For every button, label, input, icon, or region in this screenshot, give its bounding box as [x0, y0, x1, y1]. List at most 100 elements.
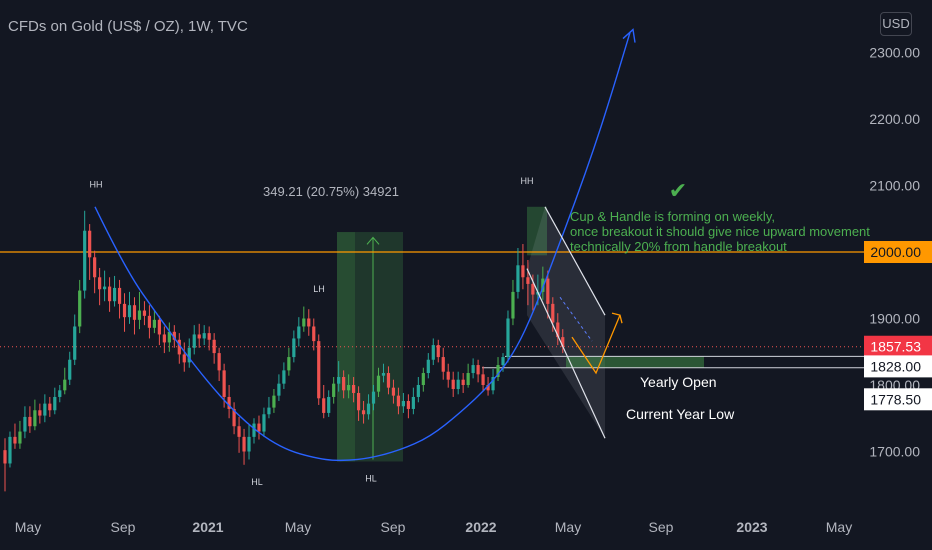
candle — [332, 377, 336, 404]
candle — [13, 423, 17, 449]
candle — [23, 406, 27, 439]
candle — [436, 339, 440, 363]
candle — [58, 385, 62, 403]
x-tick-label: Sep — [381, 519, 406, 535]
candle — [122, 293, 127, 332]
label-yearly-open: Yearly Open — [640, 374, 717, 390]
candle — [546, 270, 550, 319]
candle — [342, 370, 346, 399]
label-hl-right: HL — [365, 473, 377, 483]
candle — [282, 362, 286, 389]
candle — [78, 279, 82, 334]
candle — [506, 310, 510, 363]
candle — [516, 248, 520, 299]
candle — [237, 416, 241, 453]
candle — [456, 371, 460, 395]
candle — [327, 390, 331, 417]
y-tick-label: 1700.00 — [869, 444, 920, 460]
y-tick-label: 2300.00 — [869, 45, 920, 61]
candle — [142, 301, 147, 326]
candle — [192, 325, 196, 355]
candle — [3, 438, 7, 492]
x-tick-label: May — [285, 519, 311, 535]
x-tick-label: May — [555, 519, 581, 535]
candle — [366, 394, 371, 420]
candle — [202, 325, 206, 346]
projected-path — [571, 314, 621, 375]
measure-label: 349.21 (20.75%) 34921 — [263, 184, 399, 199]
y-tick-label: 1900.00 — [869, 311, 920, 327]
candle — [197, 323, 201, 348]
candle — [33, 399, 37, 431]
candle — [73, 314, 77, 366]
label-lh: LH — [313, 284, 325, 294]
candle — [28, 406, 32, 433]
candle — [152, 310, 156, 334]
y-tick-label: 2100.00 — [869, 178, 920, 194]
candle — [376, 367, 381, 397]
candle — [43, 394, 47, 423]
candle — [187, 338, 191, 368]
candle — [157, 315, 161, 346]
currency-badge[interactable]: USD — [880, 12, 912, 36]
candle — [137, 291, 142, 330]
price-label[interactable]: 1778.50 — [864, 388, 932, 411]
candle — [446, 363, 450, 388]
candle — [117, 279, 122, 319]
candle — [83, 210, 87, 299]
price-label[interactable]: 1828.00 — [864, 355, 932, 378]
candle — [466, 363, 470, 388]
candle — [511, 279, 515, 326]
candle — [297, 317, 301, 347]
candle — [411, 387, 415, 415]
candle — [401, 392, 405, 413]
candle — [302, 306, 306, 332]
price-label-value: 1828.00 — [870, 358, 921, 374]
measure-arrowhead — [366, 236, 380, 245]
candle — [471, 358, 475, 379]
candle — [127, 291, 132, 324]
candle — [107, 277, 112, 312]
projected-arrowhead — [611, 312, 623, 324]
candle — [396, 387, 401, 415]
candle — [88, 224, 92, 280]
candle — [18, 420, 22, 449]
yearly-open-zone — [566, 356, 704, 368]
candle — [132, 297, 137, 335]
candle — [207, 326, 211, 351]
annotation-line: technically 20% from handle breakout — [570, 239, 787, 254]
x-tick-label: Sep — [649, 519, 674, 535]
x-tick-label: 2022 — [465, 519, 496, 535]
annotation-line: once breakout it should give nice upward… — [570, 224, 870, 239]
candle — [182, 342, 186, 372]
candle — [147, 305, 152, 339]
candle — [356, 386, 361, 421]
chart-title: CFDs on Gold (US$ / OZ), 1W, TVC — [8, 18, 248, 35]
candle — [421, 367, 425, 392]
channel-upper-line[interactable] — [544, 206, 606, 316]
candle — [526, 259, 530, 306]
candle — [93, 250, 97, 294]
y-tick-label: 2200.00 — [869, 111, 920, 127]
x-tick-label: Sep — [111, 519, 136, 535]
x-tick-label: 2023 — [736, 519, 767, 535]
candle — [347, 374, 351, 399]
candle — [162, 326, 166, 354]
candle — [481, 366, 485, 392]
candle — [257, 415, 261, 440]
candle — [476, 359, 480, 383]
price-label[interactable]: 2000.00 — [864, 241, 932, 263]
x-tick-label: May — [826, 519, 852, 535]
cup-curve[interactable] — [94, 32, 631, 462]
label-hh-right: HH — [521, 176, 534, 186]
candle — [361, 400, 366, 424]
label-current-year-low: Current Year Low — [626, 406, 735, 422]
candle — [262, 407, 266, 437]
candle — [491, 369, 495, 395]
candle — [381, 363, 386, 383]
channel-lower-line[interactable] — [526, 268, 606, 439]
candle — [317, 334, 321, 405]
candle — [461, 373, 465, 393]
